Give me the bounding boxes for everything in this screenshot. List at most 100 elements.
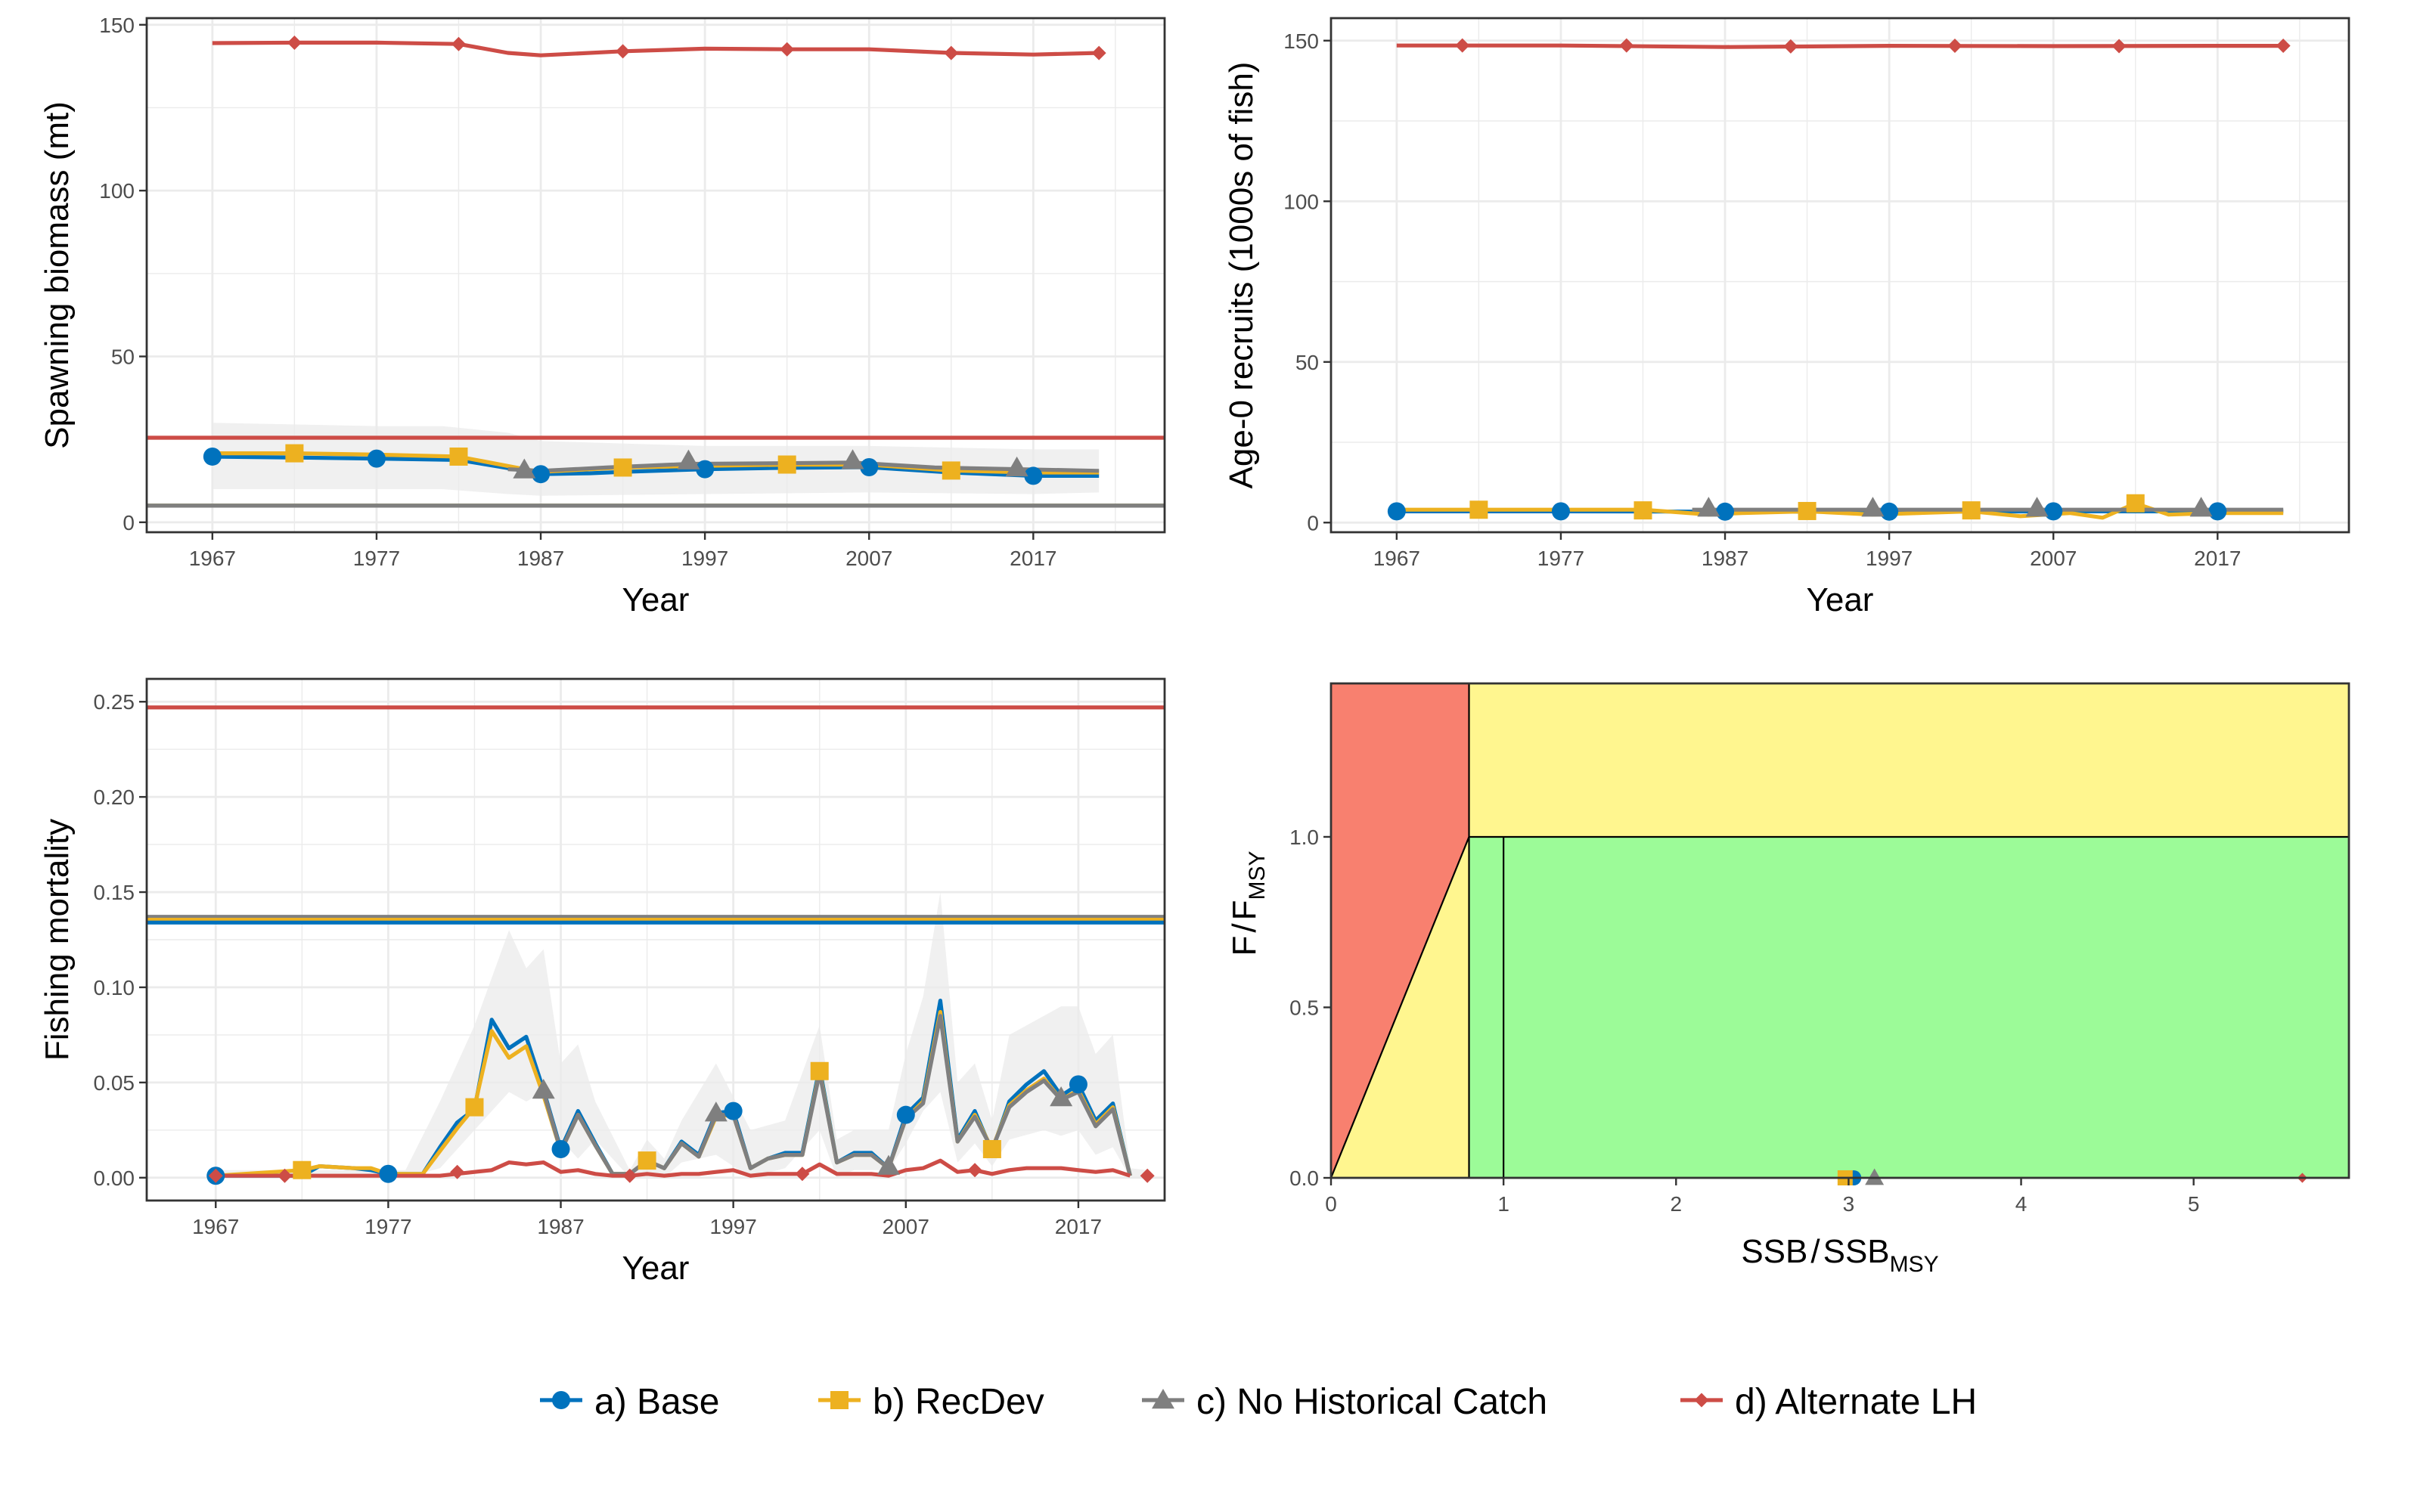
- data-marker-altlh: [780, 42, 795, 57]
- legend-label-altlh: d) Alternate LH: [1735, 1382, 1977, 1422]
- y-tick-label: 0.15: [94, 881, 135, 904]
- data-marker-nohist: [876, 1154, 900, 1175]
- data-marker-base: [1069, 1075, 1087, 1094]
- kobe-limit-line: [1329, 836, 1470, 1179]
- x-axis-title-slash: /: [1810, 1233, 1820, 1270]
- data-marker-recdev: [982, 1140, 1001, 1159]
- x-tick-label: 1967: [192, 1215, 239, 1238]
- x-tick-label: 2017: [1055, 1215, 1102, 1238]
- data-marker-altlh: [287, 35, 302, 50]
- x-tick-label: 1977: [365, 1215, 411, 1238]
- y-tick-label: 0.10: [94, 976, 135, 999]
- data-marker-altlh: [967, 1163, 982, 1178]
- series-line-nohist: [507, 460, 1100, 473]
- legend-key-marker-base: [552, 1391, 570, 1409]
- x-tick-label: 2: [1670, 1192, 1682, 1216]
- x-tick-label: 1987: [1702, 547, 1748, 570]
- data-marker-base: [203, 447, 222, 466]
- x-axis-title: SSB / SSBMSY: [1741, 1233, 1938, 1277]
- legend-label-base: a) Base: [594, 1382, 719, 1422]
- data-marker-recdev: [810, 1061, 829, 1080]
- data-marker-nohist: [513, 458, 536, 479]
- kobe-point-nohist: [1865, 1168, 1885, 1185]
- data-marker-altlh: [1783, 39, 1798, 54]
- plot-area: [1331, 18, 2349, 532]
- data-marker-recdev: [465, 1098, 484, 1117]
- data-marker-nohist: [2189, 497, 2213, 517]
- panel-border: [145, 17, 1166, 534]
- data-marker-nohist: [1005, 456, 1028, 477]
- data-marker-base: [860, 458, 879, 477]
- data-marker-nohist: [677, 449, 700, 469]
- x-tick-label: 1997: [710, 1215, 757, 1238]
- y-tick-label: 0.20: [94, 785, 135, 809]
- x-tick-label: 1987: [517, 547, 564, 570]
- data-marker-recdev: [293, 1160, 312, 1179]
- x-axis-title-main: SSB: [1741, 1233, 1807, 1270]
- x-tick-label: 1997: [1866, 547, 1913, 570]
- y-axis-title-denom: F: [1226, 900, 1263, 921]
- data-marker-altlh: [1455, 38, 1470, 53]
- y-axis-title-slash: /: [1226, 923, 1263, 933]
- y-axis-title: Fishing mortality: [39, 819, 76, 1061]
- data-marker-nohist: [1050, 1086, 1073, 1107]
- data-marker-altlh: [451, 36, 466, 51]
- grid: [1331, 18, 2349, 532]
- panel-age0-recruits: 1967 1977 1987 1997 2007 2017 0 50 100 150 Year Age…: [1223, 17, 2350, 618]
- data-marker-altlh: [616, 44, 631, 59]
- legend-key-marker-recdev: [830, 1391, 849, 1409]
- data-marker-recdev: [942, 461, 960, 480]
- y-axis-title: F/FMSY: [1226, 850, 1270, 956]
- legend-label-nohist: c) No Historical Catch: [1196, 1382, 1547, 1422]
- data-marker-base: [1024, 466, 1043, 485]
- y-axis-title: Spawning biomass (mt): [39, 101, 76, 449]
- data-marker-nohist: [532, 1078, 555, 1099]
- panel-border: [1329, 682, 2350, 1179]
- x-tick-label: 1977: [353, 547, 400, 570]
- data-marker-base: [1551, 502, 1570, 521]
- y-tick-label: 100: [99, 179, 135, 203]
- data-marker-recdev: [1634, 501, 1652, 520]
- data-marker-recdev: [777, 455, 796, 474]
- data-marker-recdev: [449, 447, 468, 466]
- x-axis-title: Year: [1807, 581, 1874, 618]
- y-tick-label: 150: [1283, 29, 1319, 53]
- data-marker-base: [1880, 502, 1899, 521]
- data-marker-altlh: [278, 1168, 293, 1183]
- x-tick-label: 4: [2015, 1192, 2028, 1216]
- data-marker-altlh: [622, 1168, 638, 1183]
- x-tick-label: 2007: [883, 1215, 929, 1238]
- data-marker-base: [896, 1105, 915, 1124]
- x-tick-label: 2007: [845, 547, 892, 570]
- y-axis-title-sub: MSY: [1245, 850, 1270, 900]
- data-marker-base: [1716, 502, 1735, 521]
- kobe-zone-green: [1469, 836, 2349, 1178]
- data-marker-base: [2044, 502, 2063, 521]
- y-tick-label: 50: [1295, 351, 1319, 374]
- x-axis-title: Year: [622, 581, 690, 618]
- x-tick-label: 1967: [189, 547, 236, 570]
- panel-fishing-mortality: 1967 1977 1987 1997 2007 2017 0.00 0.05 0.10 0.15…: [39, 677, 1166, 1287]
- series-line-altlh: [216, 1158, 1131, 1178]
- data-marker-recdev: [1962, 501, 1981, 520]
- y-tick-label: 0.00: [94, 1167, 135, 1190]
- x-tick-label: 1997: [681, 547, 728, 570]
- series-line-altlh: [1396, 43, 2284, 49]
- x-axis-title-denom: SSB: [1823, 1233, 1890, 1270]
- x-axis-title: Year: [622, 1250, 690, 1287]
- series-line-base: [212, 454, 1100, 478]
- y-tick-label: 1.0: [1289, 826, 1319, 849]
- y-tick-label: 50: [111, 345, 135, 368]
- y-tick-label: 0.5: [1289, 996, 1319, 1019]
- data-marker-base: [696, 460, 715, 479]
- data-marker-recdev: [613, 458, 632, 477]
- x-tick-label: 1987: [537, 1215, 584, 1238]
- x-tick-label: 1977: [1537, 547, 1584, 570]
- data-marker-altlh: [795, 1167, 810, 1182]
- legend-label-recdev: b) RecDev: [873, 1382, 1044, 1422]
- y-axis-title-main: F: [1226, 936, 1263, 956]
- data-marker-base: [1387, 502, 1406, 521]
- legend-key-marker-altlh: [1694, 1393, 1709, 1408]
